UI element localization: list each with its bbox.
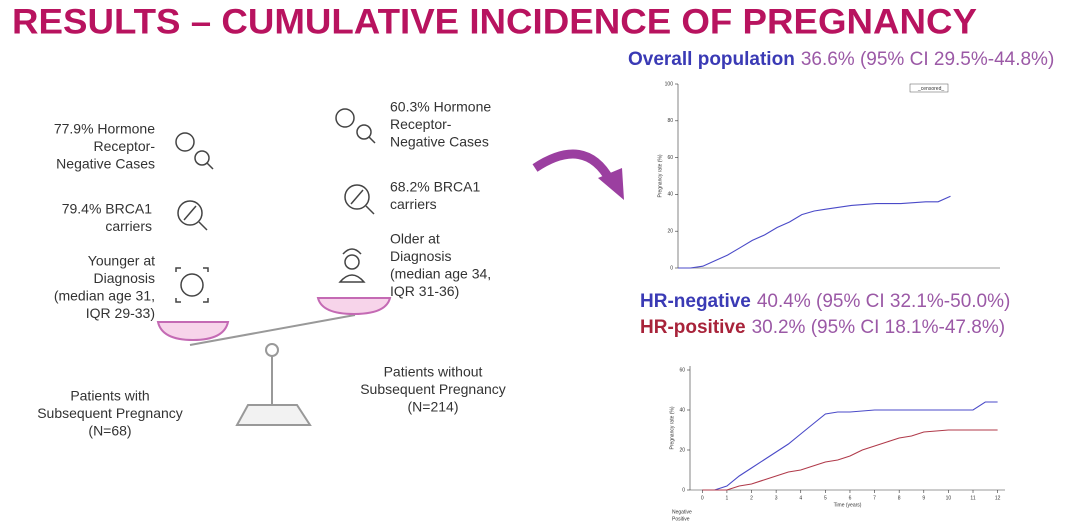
y-tick-label: 40 <box>679 407 685 413</box>
text-line: Younger at <box>88 253 155 269</box>
x-tick-label: 1 <box>726 495 729 501</box>
arrow <box>532 149 614 183</box>
arrow-head <box>598 168 624 200</box>
overall-heading: Overall population 36.6% (95% CI 29.5%-44… <box>628 49 1054 70</box>
x-tick-label: 7 <box>873 495 876 501</box>
x-tick-label: 10 <box>946 495 952 501</box>
x-tick-label: 8 <box>898 495 901 501</box>
hr-estimate: 40.4% (95% CI 32.1%-50.0%) <box>757 291 1010 312</box>
text-line: (N=214) <box>408 399 459 415</box>
y-tick-label: 20 <box>679 447 685 453</box>
slide-title: RESULTS – CUMULATIVE INCIDENCE OF PREGNA… <box>12 2 977 41</box>
y-tick-label: 60 <box>679 367 685 373</box>
text-line: carriers <box>390 196 437 212</box>
text-line: (N=68) <box>88 423 131 439</box>
text-line: 60.3% Hormone <box>390 99 491 115</box>
hr-label: HR-negative <box>640 291 751 312</box>
x-tick-label: 5 <box>824 495 827 501</box>
y-tick-label: 0 <box>670 265 673 271</box>
text-line: Receptor- <box>390 116 452 132</box>
text-line: carriers <box>105 218 152 234</box>
x-tick-label: 11 <box>970 495 975 501</box>
text-line: Patients with <box>70 388 149 404</box>
overall-label: Overall population <box>628 49 795 70</box>
text-line: Diagnosis <box>390 248 451 264</box>
x-tick-label: 2 <box>750 495 753 501</box>
text-line: 77.9% Hormone <box>54 121 155 137</box>
text-line: (median age 31, <box>54 288 155 304</box>
overall-estimate: 36.6% (95% CI 29.5%-44.8%) <box>801 49 1054 70</box>
y-tick-label: 40 <box>667 192 673 198</box>
legend-box <box>909 83 949 93</box>
x-tick-label: 12 <box>995 495 1001 501</box>
x-axis-label: Time (years) <box>834 502 862 508</box>
text-line: IQR 31-36) <box>390 283 459 299</box>
text-line: Negative Cases <box>390 134 489 150</box>
y-tick-label: 80 <box>667 118 673 124</box>
curve <box>702 429 998 491</box>
text-line: (median age 34, <box>390 266 491 282</box>
text-line: Patients without <box>384 364 483 380</box>
y-tick-label: 20 <box>667 229 673 235</box>
x-tick-label: 6 <box>849 495 852 501</box>
x-tick-label: 3 <box>775 495 778 501</box>
text-line: 68.2% BRCA1 <box>390 179 480 195</box>
hr-negative-heading: HR-negative 40.4% (95% CI 32.1%-50.0%) <box>640 291 1010 312</box>
curve <box>678 195 951 269</box>
text-line: Subsequent Pregnancy <box>360 381 506 397</box>
hr-positive-heading: HR-positive 30.2% (95% CI 18.1%-47.8%) <box>640 317 1005 338</box>
x-tick-label: 0 <box>701 495 704 501</box>
text-line: IQR 29-33) <box>86 305 155 321</box>
curve <box>702 401 998 491</box>
y-tick-label: 60 <box>667 155 673 161</box>
text-line: Subsequent Pregnancy <box>37 405 183 421</box>
text-line: 79.4% BRCA1 <box>62 201 152 217</box>
y-tick-label: 0 <box>682 487 685 493</box>
scale <box>156 297 392 426</box>
x-tick-label: 4 <box>799 495 802 501</box>
text-line: Receptor- <box>94 138 156 154</box>
risk-row-label: Negative <box>672 509 692 515</box>
risk-row-label: Positive <box>672 516 690 522</box>
hr-estimate: 30.2% (95% CI 18.1%-47.8%) <box>752 317 1005 338</box>
x-tick-label: 9 <box>922 495 925 501</box>
y-axis-label: Pregnancy rate (%) <box>669 406 675 449</box>
y-axis-label: Pregnancy rate (%) <box>657 154 663 197</box>
y-tick-label: 100 <box>665 81 674 87</box>
text-line: Older at <box>390 231 440 247</box>
icons <box>175 108 376 303</box>
legend-label: _censored_ <box>917 86 944 92</box>
text-line: Diagnosis <box>94 270 155 286</box>
hr-label: HR-positive <box>640 317 746 338</box>
text-line: Negative Cases <box>56 156 155 172</box>
